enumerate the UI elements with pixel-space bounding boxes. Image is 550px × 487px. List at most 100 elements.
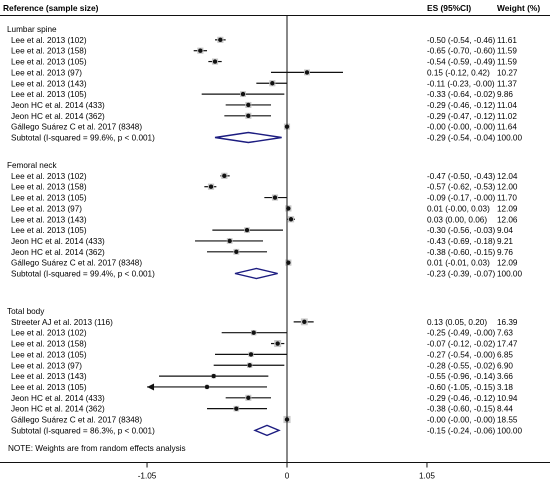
study-es-text: -0.50 (-0.54, -0.46) [427,36,496,45]
study-weight: 10.27 [497,68,518,77]
study-weight: 12.04 [497,172,518,181]
study-es-text: -0.00 (-0.00, -0.00) [427,123,496,132]
point-estimate [227,238,232,244]
subtotal-label: Subtotal (I-squared = 99.6%, p < 0.001) [11,134,155,143]
point-estimate [270,81,275,86]
study-label: Jeon HC et al. 2014 (362) [11,405,105,414]
point-estimate [204,384,210,390]
study-weight: 16.39 [497,318,518,327]
study-es-text: -0.65 (-0.70, -0.60) [427,47,496,56]
study-weight: 3.66 [497,372,513,381]
study-es-text: -0.09 (-0.17, -0.00) [427,194,496,203]
header-weight: Weight (%) [497,3,540,13]
subtotal-label: Subtotal (I-squared = 86.3%, p < 0.001) [11,426,155,435]
subtotal-weight: 100.00 [497,270,522,279]
x-tick-label: -1.05 [138,472,157,481]
ci-arrow [147,383,155,391]
study-es-text: -0.54 (-0.59, -0.49) [427,58,496,67]
study-es-text: -0.38 (-0.60, -0.15) [427,405,496,414]
study-weight: 7.63 [497,329,513,338]
study-label: Lee et al. 2013 (143) [11,79,87,88]
study-label: Lee et al. 2013 (105) [11,383,87,392]
point-estimate [302,319,307,325]
study-es-text: 0.13 (0.05, 0.20) [427,318,487,327]
study-es-text: -0.29 (-0.46, -0.12) [427,101,496,110]
study-label: Lee et al. 2013 (105) [11,194,87,203]
study-label: Jeon HC et al. 2014 (433) [11,237,105,246]
study-label: Lee et al. 2013 (105) [11,226,87,235]
study-es-text: 0.15 (-0.12, 0.42) [427,68,490,77]
study-es-text: -0.33 (-0.64, -0.02) [427,90,496,99]
study-es-text: -0.29 (-0.47, -0.12) [427,112,496,121]
study-weight: 11.59 [497,47,517,56]
study-label: Gállego Suárez C et al. 2017 (8348) [11,259,142,268]
study-weight: 11.59 [497,58,517,67]
point-estimate [251,330,256,335]
study-weight: 11.64 [497,123,517,132]
study-label: Jeon HC et al. 2014 (433) [11,394,105,403]
study-weight: 9.21 [497,237,513,246]
study-es-text: 0.01 (-0.01, 0.03) [427,259,490,268]
study-label: Streeter AJ et al. 2013 (116) [11,318,113,327]
point-estimate [240,91,246,97]
point-estimate [246,395,251,400]
point-estimate [222,173,227,179]
point-estimate [198,48,203,53]
study-weight: 9.04 [497,226,513,235]
study-es-text: 0.01 (-0.00, 0.03) [427,204,490,213]
study-weight: 11.37 [497,79,517,88]
subtotal-es-text: -0.23 (-0.39, -0.07) [427,270,496,279]
study-es-text: -0.07 (-0.12, -0.02) [427,340,496,349]
x-tick-label: 0 [285,472,290,481]
subtotal-es-text: -0.15 (-0.24, -0.06) [427,426,496,435]
x-tick-label: 1.05 [419,472,435,481]
study-label: Lee et al. 2013 (97) [11,361,82,370]
study-es-text: -0.29 (-0.46, -0.12) [427,394,496,403]
group-title: Lumbar spine [7,25,57,34]
study-weight: 6.90 [497,361,513,370]
study-weight: 9.76 [497,248,513,257]
study-es-text: -0.38 (-0.60, -0.15) [427,248,496,257]
point-estimate [247,363,252,368]
study-weight: 11.70 [497,194,517,203]
footnote: NOTE: Weights are from random effects an… [8,444,186,453]
study-es-text: -0.47 (-0.50, -0.43) [427,172,496,181]
study-label: Lee et al. 2013 (105) [11,90,87,99]
study-es-text: -0.43 (-0.69, -0.18) [427,237,496,246]
subtotal-weight: 100.00 [497,134,522,143]
point-estimate [244,227,250,233]
study-label: Lee et al. 2013 (158) [11,47,87,56]
study-label: Lee et al. 2013 (158) [11,340,87,349]
study-label: Gállego Suárez C et al. 2017 (8348) [11,123,142,132]
study-label: Jeon HC et al. 2014 (362) [11,112,105,121]
point-estimate [234,249,239,254]
study-weight: 8.44 [497,405,513,414]
point-estimate [248,352,254,357]
point-estimate [275,341,280,346]
point-estimate [272,195,278,200]
pooled-diamond [214,131,282,144]
point-estimate [208,184,214,189]
study-label: Lee et al. 2013 (158) [11,183,87,192]
study-label: Lee et al. 2013 (143) [11,215,87,224]
study-label: Lee et al. 2013 (105) [11,350,87,359]
subtotal-es-text: -0.29 (-0.54, -0.04) [427,134,496,143]
study-es-text: 0.03 (0.00, 0.06) [427,215,487,224]
study-weight: 17.47 [497,340,518,349]
study-es-text: -0.11 (-0.23, -0.00) [427,79,495,88]
study-es-text: -0.25 (-0.49, -0.00) [427,329,496,338]
study-weight: 3.18 [497,383,513,392]
study-weight: 11.02 [497,112,517,121]
study-es-text: -0.27 (-0.54, -0.00) [427,350,496,359]
study-weight: 18.55 [497,416,518,425]
subtotal-label: Subtotal (I-squared = 99.4%, p < 0.001) [11,270,155,279]
study-label: Lee et al. 2013 (102) [11,36,87,45]
study-weight: 11.04 [497,101,517,110]
point-estimate [246,113,251,119]
study-es-text: -0.28 (-0.55, -0.02) [427,361,496,370]
study-label: Lee et al. 2013 (105) [11,58,87,67]
point-estimate [218,37,223,43]
study-weight: 12.09 [497,204,518,213]
point-estimate [211,373,216,379]
